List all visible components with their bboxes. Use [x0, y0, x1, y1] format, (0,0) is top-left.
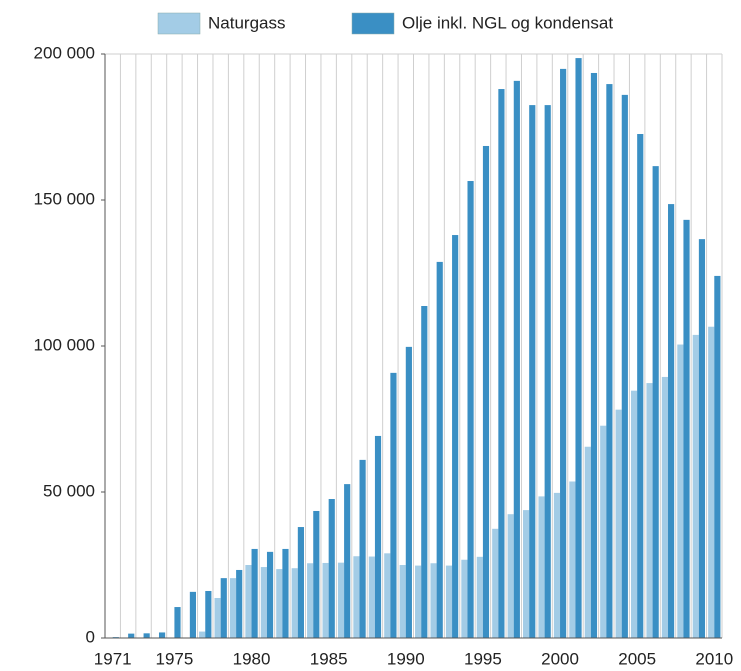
x-tick-label: 2010 [695, 649, 733, 668]
bar [199, 631, 206, 638]
bar [189, 591, 197, 638]
y-tick-label: 50 000 [43, 481, 95, 500]
x-tick-label: 2005 [618, 649, 656, 668]
bar [482, 145, 490, 639]
x-tick-label: 1985 [310, 649, 348, 668]
legend-label: Naturgass [208, 13, 285, 32]
bar [229, 578, 237, 638]
bar [337, 562, 345, 638]
bar [498, 89, 505, 639]
bar [405, 346, 412, 638]
bar [128, 633, 135, 638]
bar [158, 632, 166, 638]
bar [714, 275, 721, 638]
bar [661, 376, 669, 638]
bar [353, 556, 360, 638]
bar [260, 567, 267, 638]
bar [646, 383, 653, 638]
bar [523, 510, 530, 638]
bar [143, 633, 150, 638]
legend-swatch [157, 12, 201, 35]
bar [575, 58, 582, 638]
bar [245, 565, 252, 638]
bar [291, 568, 298, 638]
bar [637, 134, 644, 638]
bar [322, 562, 329, 638]
bar [282, 548, 289, 638]
bar [668, 204, 675, 638]
bar [652, 166, 659, 639]
legend-swatch [351, 12, 395, 35]
bar [384, 553, 391, 638]
bar [307, 563, 314, 638]
bar [560, 68, 567, 639]
bar [236, 569, 243, 638]
bar [430, 563, 437, 638]
bar [507, 514, 514, 638]
bar [421, 305, 428, 638]
bar [529, 105, 536, 639]
bar [630, 390, 638, 638]
bar [584, 446, 591, 638]
bar [606, 84, 613, 639]
bar [476, 556, 483, 638]
bar [436, 261, 443, 638]
bar [708, 326, 715, 638]
bar [467, 181, 474, 638]
bar [492, 528, 499, 638]
bar [590, 72, 598, 639]
bar [544, 105, 551, 639]
bar [452, 235, 459, 639]
x-tick-label: 1995 [464, 649, 502, 668]
bar [538, 496, 545, 638]
bar [374, 435, 382, 638]
y-tick-label: 0 [86, 627, 95, 646]
y-tick-label: 150 000 [34, 189, 95, 208]
x-tick-label: 1971 [94, 649, 132, 668]
bar [328, 499, 335, 638]
bar [615, 409, 622, 638]
x-tick-label: 1975 [155, 649, 193, 668]
x-tick-label: 1990 [387, 649, 425, 668]
bar [553, 492, 561, 638]
y-tick-label: 200 000 [34, 43, 95, 62]
bar [677, 344, 684, 638]
x-tick-label: 2000 [541, 649, 579, 668]
bar [445, 565, 453, 638]
bar [297, 527, 304, 638]
bar [600, 425, 607, 638]
bar [390, 372, 397, 638]
bar [359, 459, 366, 638]
bar [621, 94, 628, 638]
bar [266, 551, 274, 638]
bar [692, 334, 699, 638]
y-tick-label: 100 000 [34, 335, 95, 354]
bar [344, 484, 351, 638]
bar [698, 239, 706, 639]
bar [251, 548, 258, 638]
bar [415, 565, 422, 638]
x-tick-label: 1980 [233, 649, 271, 668]
bar [313, 510, 320, 638]
bar [368, 556, 375, 638]
bar [399, 565, 406, 638]
bar [205, 590, 212, 638]
bar [569, 481, 576, 638]
bar [513, 80, 520, 638]
legend-label: Olje inkl. NGL og kondensat [402, 13, 613, 32]
bar [174, 607, 181, 638]
bar [683, 219, 690, 638]
bar [461, 559, 468, 638]
bar [220, 578, 227, 638]
bar [214, 597, 221, 638]
bar [276, 569, 283, 638]
